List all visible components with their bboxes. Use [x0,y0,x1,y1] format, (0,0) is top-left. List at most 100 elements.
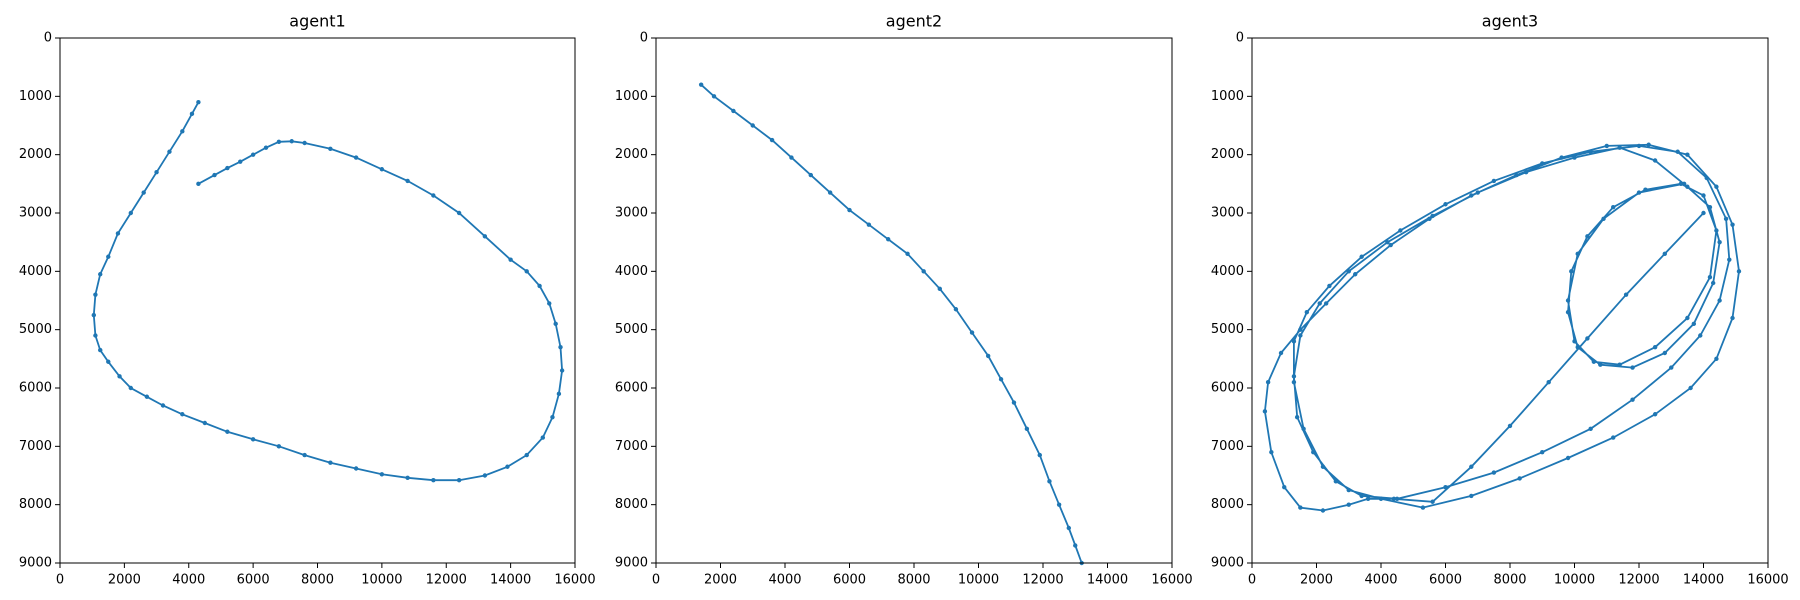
data-point [905,251,910,257]
x-tick-label: 8000 [897,573,930,588]
data-point [167,149,172,154]
data-point [1572,339,1577,344]
x-tick-label: 12000 [426,573,467,588]
data-point [998,377,1004,382]
data-point [154,169,159,175]
data-point [1523,169,1529,175]
data-point [1291,339,1297,344]
data-point [1730,315,1735,321]
data-point [1591,359,1597,364]
data-point [1394,496,1400,502]
data-point [1359,493,1364,499]
data-point [405,475,410,481]
data-point [353,155,359,160]
data-point [553,321,558,327]
data-point [1611,435,1616,440]
data-point [276,139,282,145]
data-point [91,312,96,318]
data-point [456,477,462,483]
data-point [1630,365,1635,370]
data-point [1469,464,1474,469]
data-point [106,359,111,364]
x-tick-label: 2000 [108,573,141,588]
y-tick-label: 7000 [615,439,648,454]
data-line [700,84,1083,564]
data-point [1378,496,1384,502]
data-point [1327,283,1332,289]
data-point [1385,239,1390,245]
axes-frame [655,37,1173,564]
y-tick-label: 5000 [19,322,52,337]
data-point [1588,426,1593,432]
data-point [1469,193,1474,198]
data-point [1024,426,1030,432]
data-point [847,207,852,213]
chart-title: agent1 [289,12,345,31]
data-point [225,429,230,434]
y-tick-label: 6000 [615,381,648,396]
data-point [1491,178,1497,184]
data-point [379,472,385,477]
data-point [1491,470,1497,475]
data-point [1717,298,1722,303]
y-tick-label: 7000 [1211,439,1244,454]
data-point [537,283,542,289]
data-point [827,190,833,195]
data-point [1346,487,1351,493]
data-point [1291,374,1297,379]
data-point [937,286,942,292]
data-point [289,139,294,144]
data-point [1701,193,1706,198]
x-tick-label: 6000 [833,573,866,588]
data-point [196,181,201,187]
chart-title: agent2 [886,12,942,31]
data-point [1675,149,1680,154]
data-point [1427,216,1432,222]
data-point [1727,257,1732,262]
data-point [540,435,546,440]
data-point [550,414,555,420]
x-tick-label: 8000 [301,573,334,588]
data-point [1365,496,1371,502]
data-point [1294,414,1300,420]
data-point [953,307,959,312]
data-point [886,237,891,242]
data-point [1346,502,1351,507]
data-point [1685,152,1690,157]
data-point [1717,239,1722,245]
x-tick-label: 6000 [1429,573,1462,588]
data-point [750,123,755,128]
data-point [1333,479,1339,484]
data-point [276,444,282,449]
data-point [141,190,146,195]
data-point [180,412,185,417]
data-point [1265,379,1271,385]
data-point [1643,187,1648,192]
data-point [1073,543,1078,548]
data-point [1611,204,1616,210]
data-point [1056,502,1062,507]
data-point [1604,143,1609,149]
data-point [431,193,436,198]
data-point [128,210,134,216]
x-tick-label: 4000 [1364,573,1397,588]
data-point [1710,280,1716,286]
data-point [1575,251,1580,257]
data-point [1698,333,1703,338]
y-tick-label: 8000 [19,497,52,512]
data-point [1636,190,1642,195]
data-point [1714,184,1719,189]
x-tick-label: 2000 [704,573,737,588]
data-point [731,108,736,114]
y-tick-label: 9000 [1211,556,1244,571]
data-point [1298,333,1303,338]
data-point [808,172,813,178]
data-point [144,394,150,399]
x-tick-label: 8000 [1493,573,1526,588]
data-point [93,333,98,338]
data-point [1662,251,1668,257]
data-point [1443,202,1448,207]
axes-frame [59,37,576,564]
data-point [1585,234,1590,239]
data-point [1704,175,1709,181]
